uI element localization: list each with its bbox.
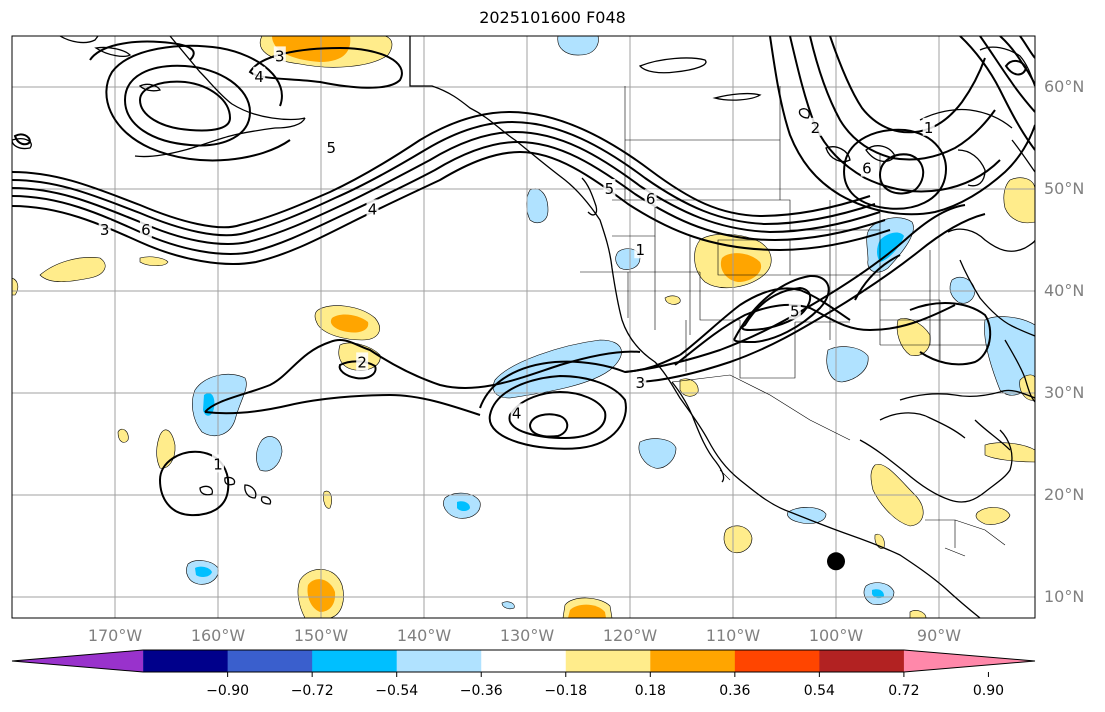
contour-label-bg <box>922 117 935 136</box>
colorbar-tick-label: 0.90 <box>972 683 1005 699</box>
colorbar <box>11 649 1036 677</box>
colorbar-tick-label: −0.18 <box>544 683 588 699</box>
contour-label: 3 <box>100 221 110 239</box>
contour-label: 1 <box>213 455 223 473</box>
lon-label: 110°W <box>705 626 761 645</box>
colorbar-outline <box>11 649 1036 673</box>
colorbar-swatch <box>819 650 905 672</box>
contour-label-bg <box>603 179 616 197</box>
contour-label-bg <box>634 240 647 259</box>
contour-label: 3 <box>275 47 285 65</box>
lat-label: 50°N <box>1044 179 1085 198</box>
colorbar-swatch <box>312 650 398 672</box>
contour-label-bg <box>510 403 523 422</box>
map-title: 2025101600 F048 <box>479 8 626 27</box>
colorbar-tick-label: −0.36 <box>459 683 503 699</box>
lon-label: 130°W <box>499 626 555 645</box>
contour-label: 4 <box>254 68 264 86</box>
contour-label: 5 <box>327 139 337 157</box>
contour-label-bg <box>139 219 152 238</box>
colorbar-tick-label: 0.54 <box>803 683 835 699</box>
coastlines <box>12 36 1035 618</box>
colorbar-tick-label: 0.18 <box>634 683 666 699</box>
colorbar-swatch <box>481 650 567 672</box>
lat-label: 20°N <box>1044 485 1085 504</box>
contour-label-bg <box>634 372 647 391</box>
contour-label-bg <box>788 301 801 320</box>
contour-label-bg <box>98 219 111 238</box>
lon-label: 140°W <box>396 626 452 645</box>
contour-label: 2 <box>357 353 367 371</box>
lat-label: 60°N <box>1044 77 1085 96</box>
contour-label: 1 <box>924 119 934 137</box>
contour-label: 3 <box>636 374 646 392</box>
lon-label: 100°W <box>808 626 864 645</box>
colorbar-tick-label: −0.90 <box>206 683 250 699</box>
contour-label-bg <box>356 352 369 371</box>
colorbar-swatch <box>565 650 651 672</box>
contour-label-bg <box>253 66 266 85</box>
contour-label-bg <box>644 189 657 208</box>
colorbar-swatch <box>227 650 313 672</box>
contour-label: 1 <box>636 241 646 259</box>
contour-label: 5 <box>790 302 800 320</box>
contour-label: 6 <box>646 190 656 208</box>
lon-label: 120°W <box>602 626 658 645</box>
colorbar-tick-label: −0.72 <box>290 683 334 699</box>
contour-label: 5 <box>605 180 615 198</box>
map-frame <box>11 35 1036 619</box>
lon-label: 160°W <box>190 626 246 645</box>
colorbar-swatch <box>396 650 482 672</box>
contour-label: 6 <box>141 221 151 239</box>
colorbar-swatch <box>734 650 820 672</box>
contour-label-bg <box>273 46 286 65</box>
colorbar-tick-label: 0.36 <box>719 683 751 699</box>
colorbar-tick-label: −0.54 <box>375 683 419 699</box>
marker-layer <box>827 552 845 571</box>
colorbar-tick-label: 0.72 <box>888 683 920 699</box>
position-marker <box>827 552 845 571</box>
colorbar-swatch <box>650 650 736 672</box>
contour-label-bg <box>212 454 224 473</box>
lat-label: 40°N <box>1044 281 1085 300</box>
lon-label: 90°W <box>916 626 962 645</box>
contour-label-bg <box>325 138 338 157</box>
contour-label-bg <box>809 117 822 136</box>
contour-label: 4 <box>368 200 378 218</box>
contour-label-bg <box>366 199 379 218</box>
colorbar-swatch <box>12 650 144 672</box>
contour-label: 4 <box>512 404 522 422</box>
height-contours <box>12 36 1035 517</box>
lat-label: 30°N <box>1044 383 1085 402</box>
political-borders <box>580 86 1006 557</box>
contour-label: 6 <box>862 160 872 178</box>
contour-label: 2 <box>811 119 821 137</box>
lat-label: 10°N <box>1044 587 1085 606</box>
lon-label: 150°W <box>293 626 349 645</box>
lon-label: 170°W <box>87 626 143 645</box>
colorbar-swatch <box>143 650 229 672</box>
contour-label-bg <box>860 158 873 177</box>
colorbar-swatch <box>903 650 1035 672</box>
